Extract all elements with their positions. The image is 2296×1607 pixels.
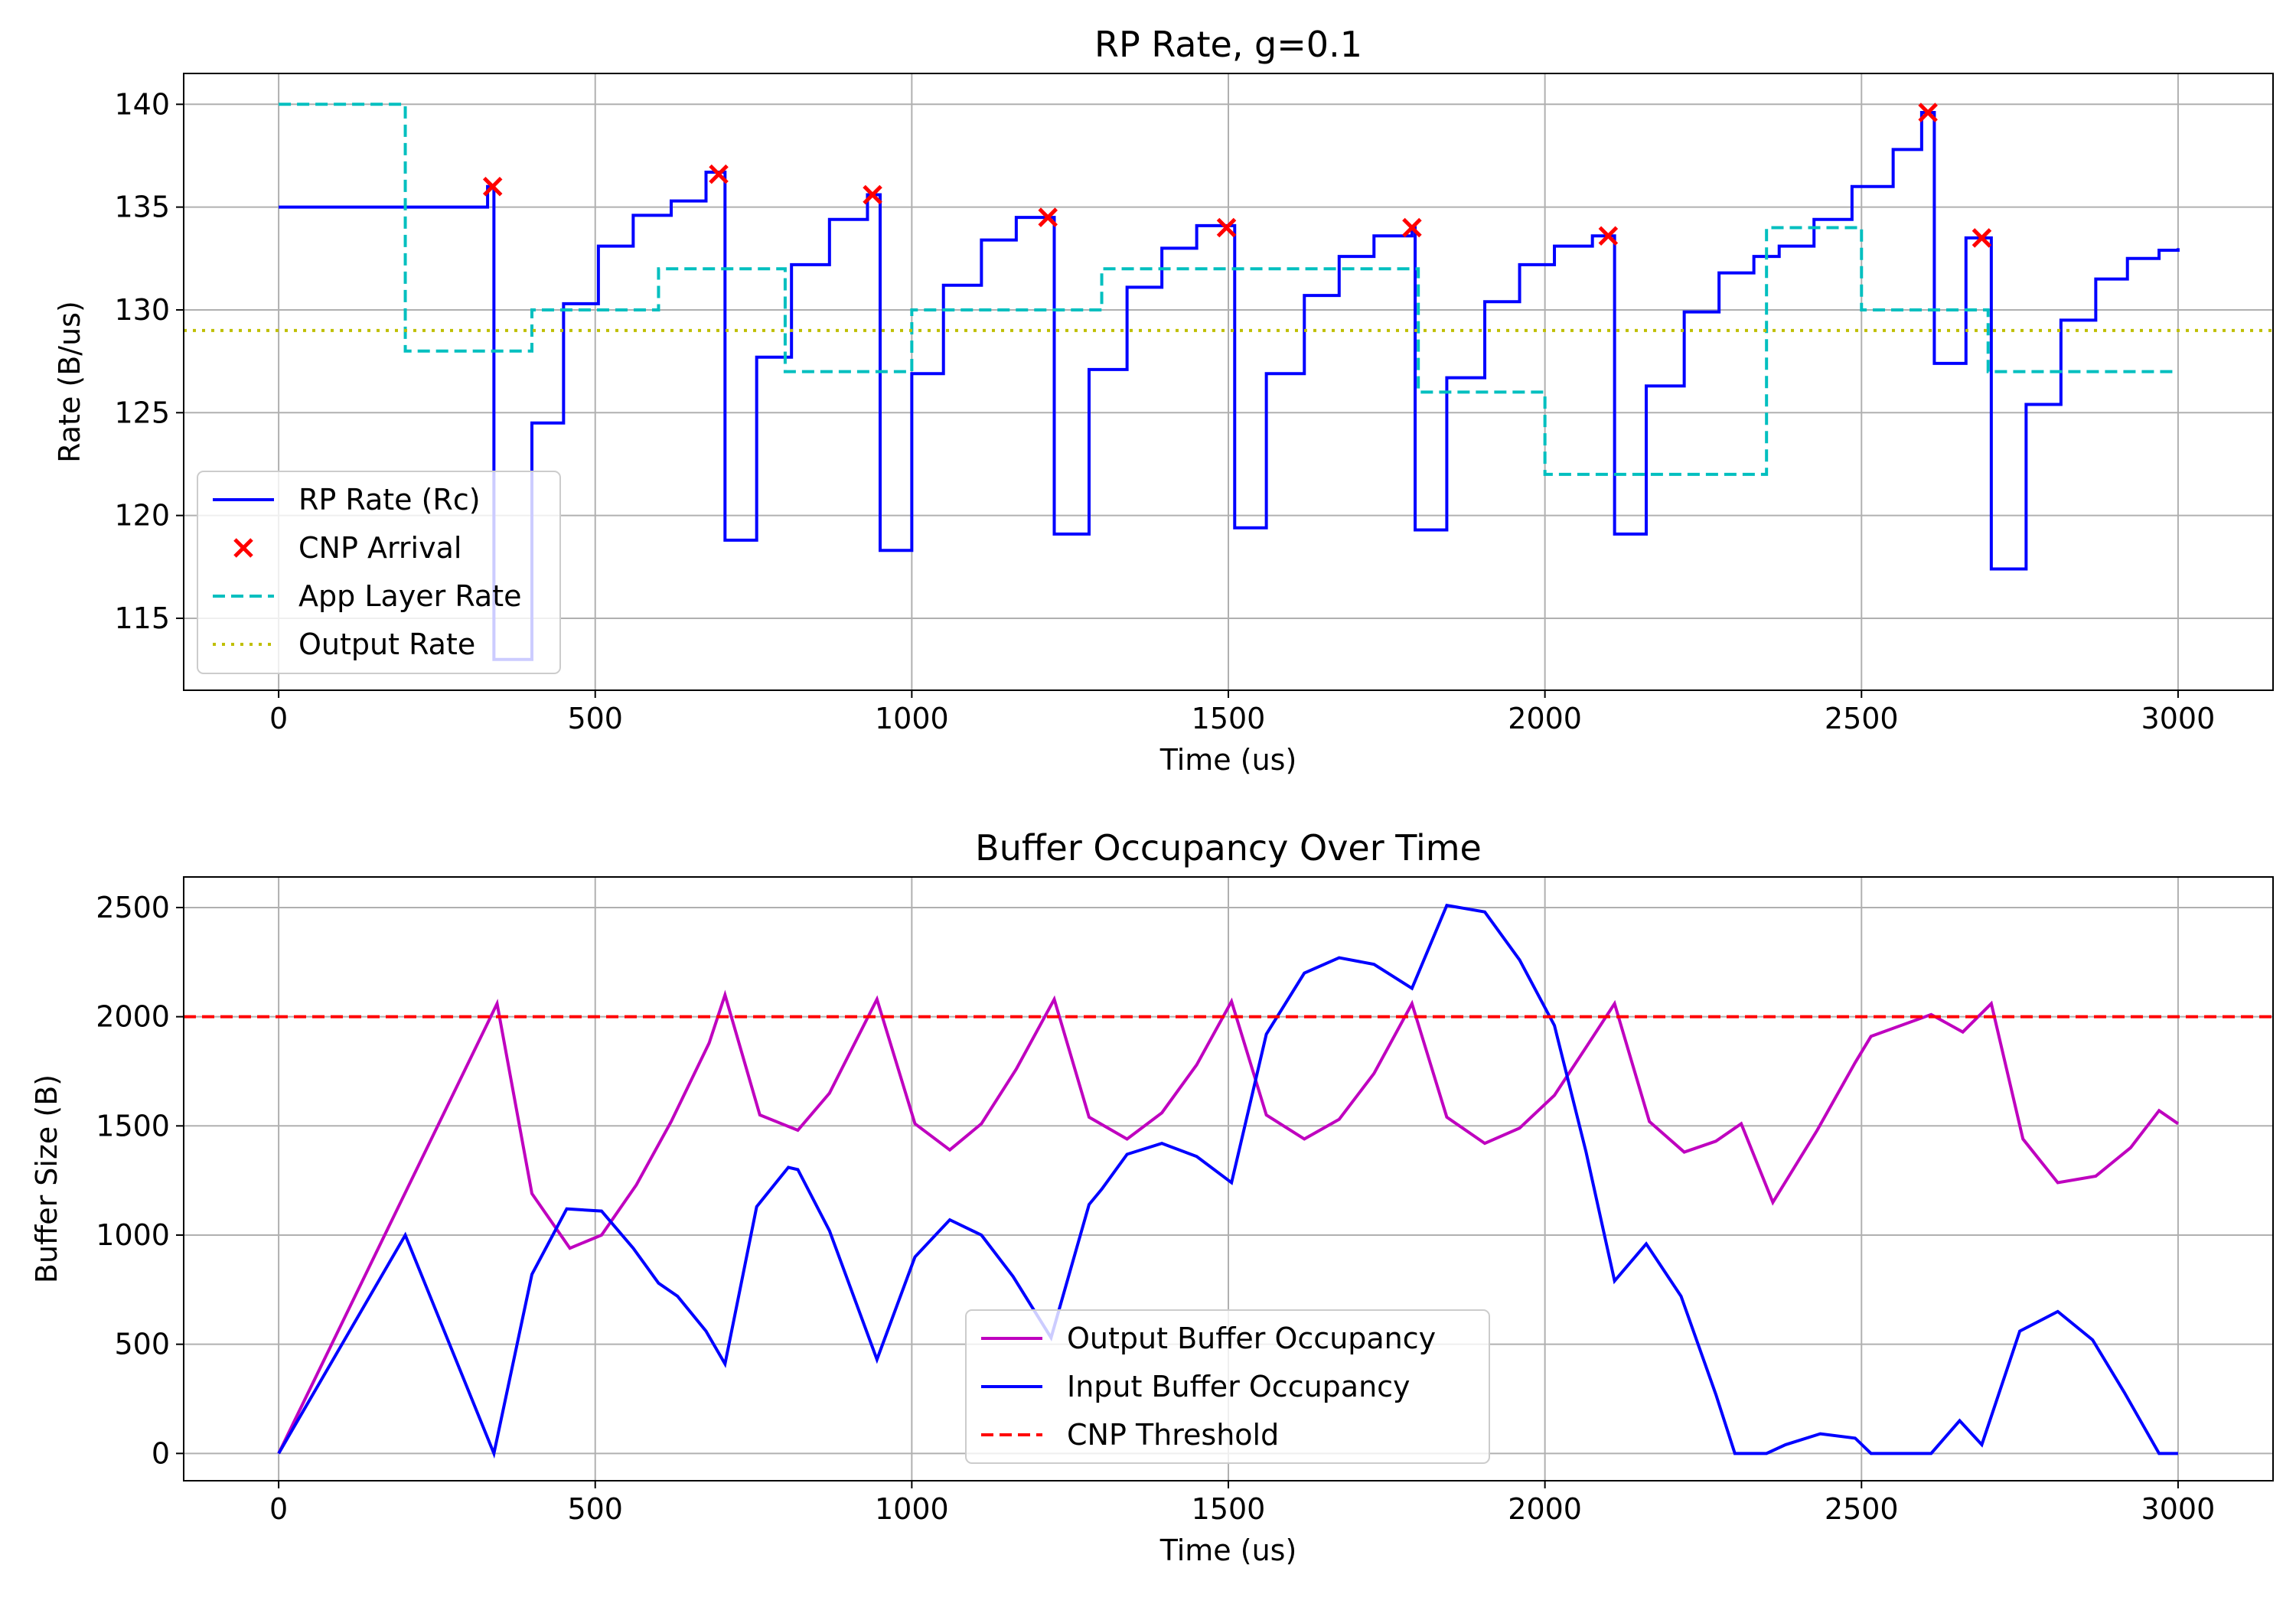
rp-rate-y-tick-label: 115	[114, 601, 170, 635]
buffer-legend-item-input-buffer-occupancy: Input Buffer Occupancy	[981, 1370, 1411, 1403]
rp-rate-y-tick-label: 130	[114, 293, 170, 327]
buffer-legend-box	[965, 1309, 1490, 1464]
rp-rate-legend-item-rp-rate-rc: RP Rate (Rc)	[213, 483, 481, 517]
legend-label: Output Rate	[298, 627, 475, 661]
cnp-arrival-marker	[1038, 207, 1058, 227]
buffer-x-tick-label: 1500	[1192, 1492, 1266, 1526]
legend-label: CNP Threshold	[1067, 1418, 1279, 1452]
rp-rate-y-tick-label: 135	[114, 191, 170, 224]
buffer-x-tick-label: 2500	[1825, 1492, 1899, 1526]
buffer-x-tick-label: 0	[269, 1492, 288, 1526]
buffer-occupancy-chart: 0 500 1000 1500 2000 2500 3000 0 500 1000 1500 200…	[30, 827, 2274, 1567]
buffer-legend-item-cnp-threshold: CNP Threshold	[981, 1418, 1279, 1452]
rp-rate-x-tick-label: 1500	[1192, 702, 1266, 735]
buffer-y-tick-label: 500	[114, 1328, 170, 1361]
rp-rate-x-ticks: 0 500 1000 1500 2000 2500 3000	[269, 690, 2215, 735]
buffer-x-axis-label: Time (us)	[1159, 1534, 1297, 1567]
buffer-title: Buffer Occupancy Over Time	[975, 827, 1482, 869]
rp-rate-plot-area	[184, 103, 2273, 661]
cnp-arrival-marker	[1402, 217, 1422, 238]
buffer-x-tick-label: 2000	[1508, 1492, 1582, 1526]
buffer-x-ticks: 0 500 1000 1500 2000 2500 3000	[269, 1481, 2215, 1526]
cnp-arrival-marker	[1971, 228, 1992, 248]
buffer-x-tick-label: 1000	[875, 1492, 949, 1526]
rp-rate-series-rp-rate-rc	[279, 111, 2180, 661]
legend-label: RP Rate (Rc)	[298, 483, 481, 517]
buffer-y-axis-label: Buffer Size (B)	[30, 1074, 64, 1283]
rp-rate-x-tick-label: 2500	[1825, 702, 1899, 735]
cnp-arrival-marker	[1918, 103, 1938, 122]
rp-rate-x-axis-label: Time (us)	[1159, 743, 1297, 777]
rp-rate-x-tick-label: 2000	[1508, 702, 1582, 735]
legend-label: Input Buffer Occupancy	[1067, 1370, 1411, 1403]
rp-rate-series-cnp-arrival	[482, 103, 1992, 248]
cnp-arrival-marker	[1598, 226, 1619, 246]
cnp-arrival-marker	[1216, 217, 1237, 238]
buffer-x-tick-label: 500	[567, 1492, 623, 1526]
buffer-series-input-buffer-occupancy	[277, 903, 2178, 1459]
buffer-y-tick-label: 2500	[96, 891, 170, 924]
rp-rate-legend: RP Rate (Rc) CNP Arrival App Layer Rate Out…	[197, 471, 561, 674]
rp-rate-x-tick-label: 0	[269, 702, 288, 735]
legend-label: App Layer Rate	[298, 579, 521, 613]
legend-label: Output Buffer Occupancy	[1067, 1322, 1436, 1355]
rp-rate-legend-box	[197, 471, 561, 674]
rp-rate-x-tick-label: 3000	[2141, 702, 2216, 735]
cnp-arrival-marker	[482, 176, 503, 197]
rp-rate-x-tick-label: 1000	[875, 702, 949, 735]
buffer-x-tick-label: 3000	[2141, 1492, 2216, 1526]
rp-rate-y-ticks: 115 120 125 130 135 140	[114, 87, 184, 635]
buffer-series-output-buffer-occupancy	[277, 989, 2180, 1455]
rp-rate-chart: 0 500 1000 1500 2000 2500 3000 115 120 125 130 135…	[53, 24, 2274, 777]
buffer-y-ticks: 0 500 1000 1500 2000 2500	[96, 891, 184, 1470]
legend-label: CNP Arrival	[298, 531, 461, 565]
buffer-y-tick-label: 2000	[96, 1000, 170, 1034]
rp-rate-y-tick-label: 120	[114, 499, 170, 533]
rp-rate-series-app-layer-rate	[279, 103, 2178, 476]
buffer-plot-area	[184, 903, 2273, 1459]
rp-rate-x-tick-label: 500	[567, 702, 623, 735]
rp-rate-title: RP Rate, g=0.1	[1094, 24, 1362, 65]
buffer-legend-item-output-buffer-occupancy: Output Buffer Occupancy	[981, 1322, 1436, 1355]
rp-rate-y-tick-label: 140	[114, 87, 170, 121]
rp-rate-y-tick-label: 125	[114, 396, 170, 429]
buffer-y-tick-label: 0	[152, 1436, 170, 1470]
rp-rate-y-axis-label: Rate (B/us)	[53, 301, 86, 463]
cnp-arrival-marker	[709, 164, 729, 184]
cnp-arrival-marker	[863, 184, 882, 205]
rp-rate-legend-item-output-rate: Output Rate	[213, 627, 475, 661]
buffer-y-tick-label: 1000	[96, 1218, 170, 1252]
buffer-y-tick-label: 1500	[96, 1109, 170, 1143]
rp-rate-legend-item-cnp-arrival: CNP Arrival	[233, 531, 461, 565]
rp-rate-legend-item-app-layer-rate: App Layer Rate	[213, 579, 521, 613]
buffer-legend: Output Buffer Occupancy Input Buffer Occu…	[965, 1309, 1490, 1464]
